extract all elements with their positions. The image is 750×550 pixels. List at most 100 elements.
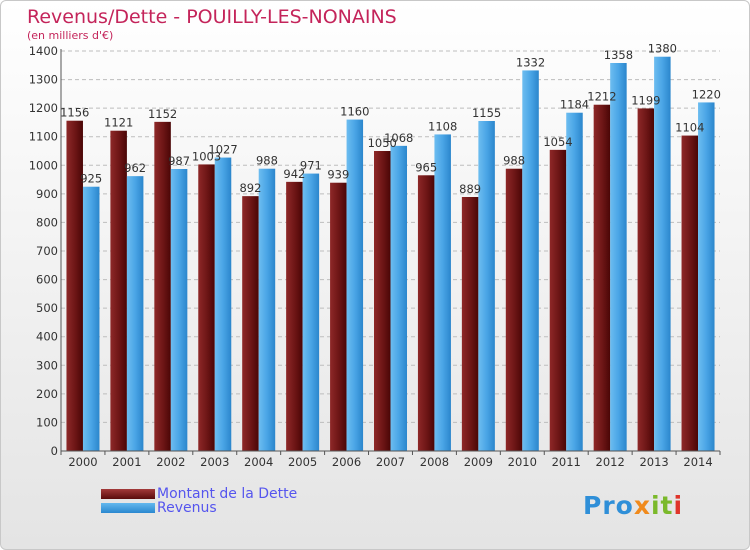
chart-title: Revenus/Dette - POUILLY-LES-NONAINS — [27, 6, 397, 28]
bar-revenue-2008 — [434, 134, 451, 451]
data-label-debt-2013: 1199 — [631, 93, 660, 107]
legend-label-revenue: Revenus — [157, 500, 217, 516]
x-tick-label: 2004 — [244, 455, 273, 469]
bar-revenue-2009 — [478, 121, 495, 451]
data-label-debt-2000: 1156 — [60, 106, 89, 120]
bar-revenue-2013 — [654, 56, 671, 451]
bar-debt-2002 — [154, 121, 171, 451]
bar-revenue-2002 — [170, 169, 188, 451]
bar-debt-2001 — [110, 130, 127, 451]
bar-debt-2005 — [286, 181, 303, 451]
bar-debt-2008 — [417, 175, 435, 452]
data-label-revenue-2000: 925 — [80, 172, 102, 186]
bar-debt-2003 — [198, 164, 215, 451]
x-tick-label: 2002 — [156, 455, 185, 469]
bar-revenue-2003 — [214, 157, 232, 452]
legend-swatch-debt — [101, 489, 155, 499]
data-label-revenue-2008: 1108 — [428, 119, 457, 133]
data-label-debt-2001: 1121 — [104, 116, 133, 130]
bar-revenue-2007 — [390, 145, 407, 451]
x-tick-label: 2006 — [332, 455, 361, 469]
data-label-revenue-2005: 971 — [300, 159, 322, 173]
x-tick-label: 2008 — [420, 455, 449, 469]
y-tick-label: 700 — [36, 244, 58, 258]
y-tick-label: 500 — [36, 301, 58, 315]
x-tick-label: 2010 — [508, 455, 537, 469]
bar-debt-2014 — [681, 135, 699, 452]
data-label-revenue-2009: 1155 — [472, 106, 501, 120]
data-label-revenue-2013: 1380 — [648, 42, 677, 56]
data-label-revenue-2012: 1358 — [604, 48, 633, 62]
bar-debt-2009 — [461, 197, 479, 451]
y-tick-label: 1400 — [29, 44, 58, 58]
logo-part-1: Pro — [583, 491, 634, 520]
bar-debt-2012 — [593, 104, 611, 451]
bar-revenue-2011 — [566, 112, 583, 451]
data-label-debt-2005: 942 — [283, 167, 305, 181]
bar-revenue-2001 — [126, 176, 144, 451]
y-tick-label: 1300 — [29, 73, 58, 87]
legend-swatch-revenue — [101, 503, 155, 513]
bar-debt-2000 — [66, 120, 83, 451]
y-tick-label: 200 — [36, 387, 58, 401]
y-tick-label: 800 — [36, 215, 58, 229]
legend-item-revenue: Revenus — [101, 501, 297, 515]
data-label-debt-2007: 1050 — [368, 136, 397, 150]
data-label-revenue-2003: 1027 — [208, 143, 237, 157]
logo-part-4: i — [673, 491, 684, 520]
data-label-debt-2003: 1003 — [192, 149, 221, 163]
y-tick-label: 400 — [36, 330, 58, 344]
data-label-revenue-2011: 1184 — [560, 98, 589, 112]
y-tick-label: 1200 — [29, 101, 58, 115]
bar-debt-2011 — [549, 149, 567, 451]
bar-revenue-2004 — [258, 168, 276, 451]
x-tick-label: 2014 — [683, 455, 712, 469]
data-label-debt-2014: 1104 — [675, 121, 704, 135]
data-label-debt-2011: 1054 — [543, 135, 572, 149]
bar-revenue-2014 — [698, 102, 715, 451]
data-label-revenue-2010: 1332 — [516, 55, 545, 69]
bar-revenue-2012 — [610, 63, 627, 451]
data-label-revenue-2007: 1068 — [384, 131, 413, 145]
x-tick-label: 2013 — [639, 455, 668, 469]
bar-debt-2010 — [505, 168, 523, 451]
data-label-debt-2008: 965 — [415, 160, 437, 174]
data-label-debt-2004: 892 — [239, 181, 261, 195]
x-tick-label: 2003 — [200, 455, 229, 469]
bar-debt-2006 — [330, 182, 347, 451]
y-tick-label: 100 — [36, 415, 58, 429]
x-tick-label: 2012 — [596, 455, 625, 469]
y-tick-label: 900 — [36, 187, 58, 201]
x-tick-label: 2011 — [552, 455, 581, 469]
logo-part-2: x — [633, 491, 651, 520]
x-tick-label: 2005 — [288, 455, 317, 469]
bar-revenue-2010 — [522, 70, 539, 451]
data-label-debt-2009: 889 — [459, 182, 481, 196]
x-tick-label: 2007 — [376, 455, 405, 469]
bar-debt-2013 — [637, 108, 655, 451]
logo-part-3: it — [650, 491, 674, 520]
bar-revenue-2005 — [302, 173, 320, 452]
data-label-revenue-2014: 1220 — [692, 87, 721, 101]
x-tick-label: 2009 — [464, 455, 493, 469]
data-label-revenue-2004: 988 — [256, 154, 278, 168]
data-label-debt-2012: 1212 — [587, 90, 616, 104]
y-tick-label: 1000 — [29, 158, 58, 172]
data-label-revenue-2006: 1160 — [340, 105, 369, 119]
y-tick-label: 1100 — [29, 130, 58, 144]
data-label-debt-2010: 988 — [503, 154, 525, 168]
proxiti-logo: Proxiti — [583, 491, 683, 520]
bar-debt-2007 — [374, 151, 391, 451]
chart-subtitle: (en milliers d'€) — [27, 29, 114, 42]
legend-item-debt: Montant de la Dette — [101, 487, 297, 501]
data-label-debt-2006: 939 — [327, 168, 349, 182]
x-tick-label: 2000 — [68, 455, 97, 469]
data-label-debt-2002: 1152 — [148, 107, 177, 121]
bar-revenue-2006 — [346, 119, 364, 452]
y-tick-label: 0 — [51, 444, 58, 458]
data-label-revenue-2001: 962 — [124, 161, 146, 175]
x-tick-label: 2001 — [112, 455, 141, 469]
data-label-revenue-2002: 987 — [168, 154, 190, 168]
